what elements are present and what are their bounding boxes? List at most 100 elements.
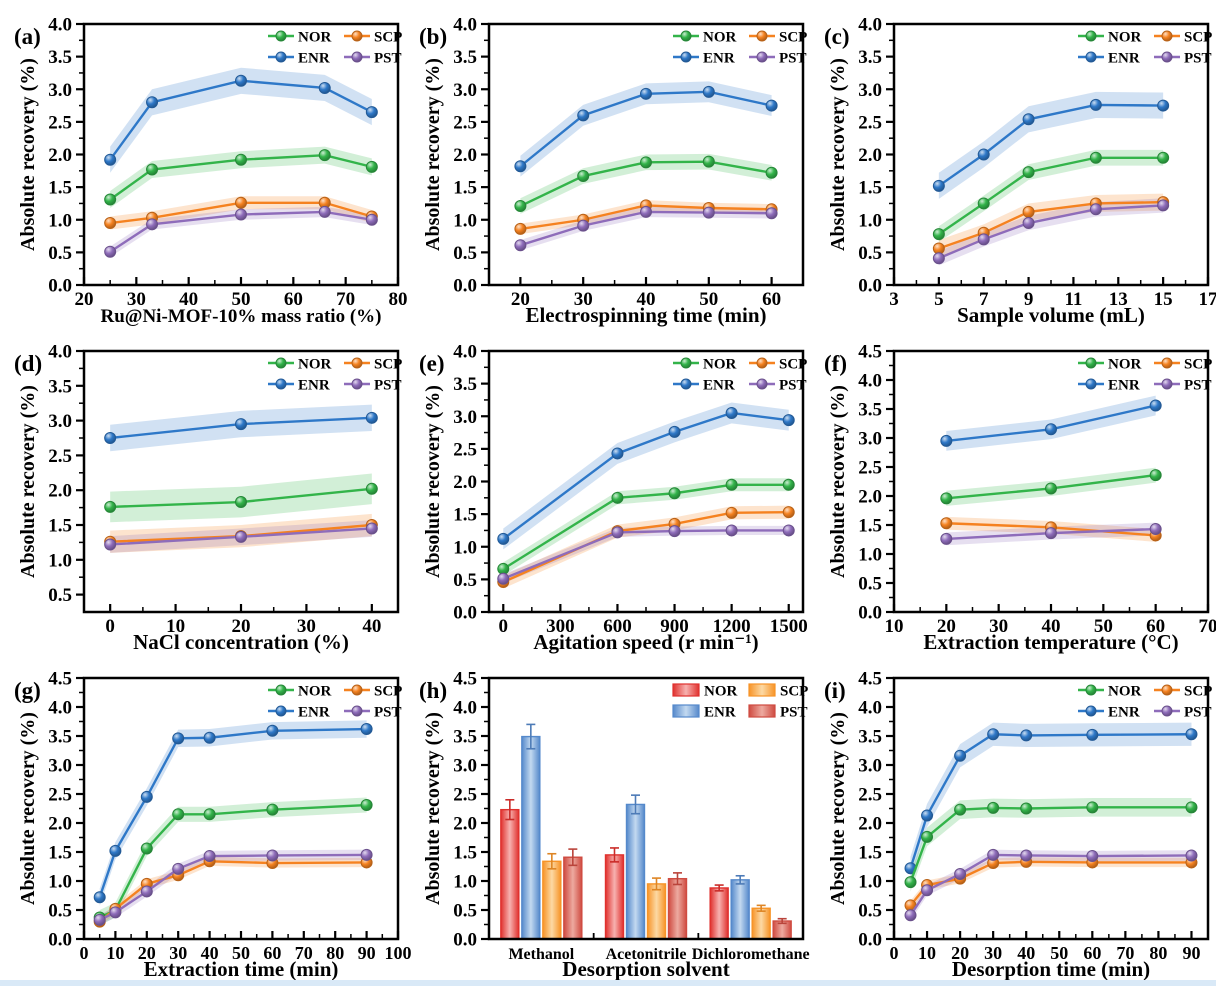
error-bands	[938, 91, 1164, 266]
x-tick-label: 40	[1042, 616, 1061, 637]
y-tick-label: 0.5	[453, 243, 477, 264]
marker-NOR	[765, 166, 778, 179]
legend-label: ENR	[298, 51, 330, 67]
legend-label: NOR	[298, 684, 332, 700]
legend-marker	[1161, 51, 1173, 63]
band-ENR	[110, 67, 372, 173]
legend-marker	[351, 357, 363, 369]
legend-item-ENR: ENR	[268, 378, 330, 394]
legend-item-PST: PST	[748, 704, 808, 721]
y-tick-label: 4.5	[858, 342, 882, 363]
panel-d-chart: 0 10 20 30 40 0.5 1.0 1.5 2.0 2.5 3.0 3.5 4.0 (d) Abso…	[14, 342, 402, 655]
y-tick-label: 1.0	[453, 210, 477, 231]
marker-NOR	[987, 801, 1000, 814]
y-tick-label: 3.0	[858, 80, 882, 101]
panel-e: 0 300 600 900 1200 1500 0.0 0.5 1.0 1.5 2.0 2.5 3.0 3…	[405, 327, 810, 655]
x-tick-label: 50	[1050, 943, 1068, 963]
x-tick-label: 10	[166, 616, 185, 637]
legend-marker	[1161, 30, 1173, 42]
legend-item-PST: PST	[1154, 378, 1212, 394]
y-tick-label: 3.0	[48, 756, 72, 777]
series-PST	[904, 848, 1198, 922]
category-label: Dichloromethane	[692, 946, 810, 963]
marker-NOR	[235, 496, 247, 509]
legend-label: SCP	[779, 30, 807, 46]
marker-ENR	[360, 723, 373, 736]
x-tick-label: 10	[918, 943, 936, 963]
y-tick-label: 0.0	[453, 930, 477, 951]
series-NOR	[514, 155, 778, 213]
marker-PST	[1022, 217, 1035, 230]
y-tick-label: 3.5	[858, 47, 882, 68]
marker-ENR	[1020, 729, 1033, 742]
legend-label: PST	[1184, 51, 1212, 67]
bar-NOR-Methanol	[500, 799, 520, 940]
series-PST	[104, 522, 378, 551]
x-axis-label: Desorption time (min)	[952, 957, 1150, 981]
series-NOR	[497, 478, 795, 575]
y-tick-label: 3.0	[453, 80, 477, 101]
bar-SCP-Methanol	[542, 852, 562, 940]
y-tick-label: 2.0	[858, 814, 882, 835]
x-tick-label: 80	[1149, 943, 1167, 963]
panel-h: Methanol Acetonitrile Dichloromethane 0.0 0.…	[405, 654, 810, 982]
legend-item-NOR: NOR	[268, 684, 332, 700]
marker-ENR	[1157, 99, 1170, 112]
marker-NOR	[104, 193, 117, 206]
legend-label: NOR	[1108, 357, 1142, 373]
legend-marker	[1085, 684, 1097, 696]
y-tick-label: 1.0	[453, 872, 477, 893]
marker-NOR	[172, 808, 185, 821]
legend-item-SCP: SCP	[1154, 357, 1212, 373]
x-tick-label: 0	[80, 943, 89, 963]
marker-PST	[318, 205, 331, 218]
y-tick-label: 2.0	[453, 145, 477, 166]
marker-NOR	[782, 478, 795, 491]
legend-item-ENR: ENR	[1078, 378, 1140, 394]
y-tick-label: 0.0	[858, 930, 882, 951]
x-tick-label: 300	[546, 616, 575, 637]
legend-item-NOR: NOR	[268, 30, 332, 46]
legend-label: SCP	[1184, 30, 1212, 46]
x-tick-label: 30	[297, 616, 316, 637]
marker-NOR	[1086, 801, 1099, 814]
legend-marker	[275, 684, 287, 696]
y-tick-label: 4.5	[48, 669, 72, 690]
legend-marker	[275, 378, 287, 390]
y-tick-label: 2.0	[858, 145, 882, 166]
legend-marker	[1085, 378, 1097, 390]
y-tick-label: 0.0	[453, 603, 477, 624]
legend-item-SCP: SCP	[748, 683, 808, 700]
marker-PST	[497, 572, 510, 585]
y-tick-label: 3.0	[858, 429, 882, 450]
x-tick-label: 50	[1094, 616, 1113, 637]
legend-item-SCP: SCP	[1154, 684, 1212, 700]
marker-PST	[782, 524, 795, 537]
marker-PST	[93, 913, 106, 926]
marker-PST	[954, 868, 967, 881]
legend-marker	[680, 378, 692, 390]
legend-item-SCP: SCP	[1154, 30, 1212, 46]
y-tick-label: 3.5	[858, 727, 882, 748]
x-tick-label: 70	[1199, 616, 1216, 637]
y-axis-label: Absolute recovery (%)	[422, 712, 444, 905]
x-tick-label: 70	[1116, 943, 1134, 963]
y-tick-label: 4.0	[858, 15, 882, 36]
x-tick-label: 30	[989, 616, 1008, 637]
marker-NOR	[266, 803, 279, 816]
bar-rect	[625, 803, 646, 940]
series-NOR	[104, 482, 378, 513]
x-axis-label: Electrospinning time (min)	[525, 303, 766, 327]
legend-label: ENR	[703, 51, 735, 67]
marker-NOR	[611, 491, 624, 504]
panel-tag: (e)	[419, 351, 445, 376]
marker-ENR	[235, 74, 247, 87]
legend-item-NOR: NOR	[673, 357, 737, 373]
marker-PST	[1157, 199, 1170, 212]
y-tick-label: 3.0	[453, 756, 477, 777]
legend-item-ENR: ENR	[1078, 51, 1140, 67]
marker-ENR	[977, 148, 990, 161]
legend-marker	[1161, 378, 1173, 390]
y-tick-label: 3.5	[453, 727, 477, 748]
legend-item-SCP: SCP	[344, 684, 402, 700]
